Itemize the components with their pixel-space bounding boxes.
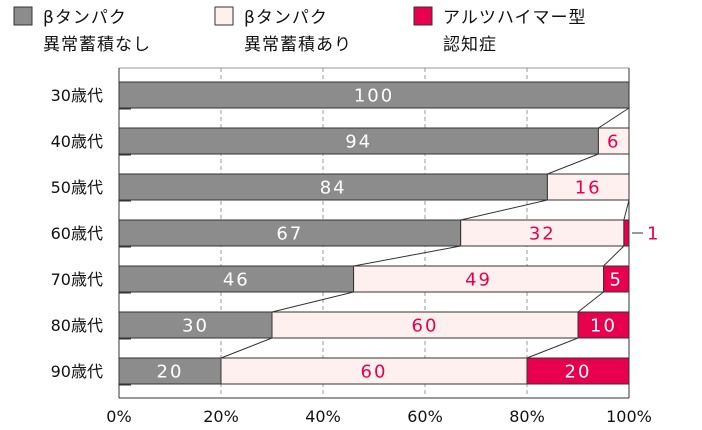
- value-label: 20: [157, 362, 184, 383]
- value-label: 1: [647, 224, 660, 245]
- bar-segment: [597, 127, 630, 155]
- category-label: 70歳代: [51, 270, 103, 289]
- x-tick-label: 20%: [203, 407, 239, 426]
- legend-label: 認知症: [443, 35, 497, 55]
- category-label: 60歳代: [51, 224, 103, 243]
- bar-segment: [603, 265, 630, 293]
- connector-lines: [220, 107, 630, 359]
- legend-label: βタンパク: [43, 8, 127, 28]
- category-label: 90歳代: [51, 362, 103, 381]
- connector-line: [460, 199, 548, 221]
- connector-line: [353, 245, 461, 267]
- value-label: 49: [465, 270, 492, 291]
- value-label: 20: [565, 362, 592, 383]
- value-label: 6: [607, 132, 620, 153]
- legend-swatch: [13, 6, 33, 26]
- legend-label: βタンパク: [244, 8, 328, 28]
- legend-swatch: [413, 6, 433, 26]
- bar-segment: [118, 265, 355, 293]
- connector-line: [598, 107, 630, 129]
- value-label: 10: [590, 316, 617, 337]
- legend-swatch: [214, 6, 234, 26]
- x-tick-label: 100%: [606, 407, 652, 426]
- bar-segment: [353, 265, 604, 293]
- category-label: 40歳代: [51, 132, 103, 151]
- bars: 100 94 6 84 16 67 32 1 46 49 5 30 60 10 20 60 20: [118, 81, 660, 385]
- grid-lines: [118, 67, 630, 399]
- value-label: 60: [361, 362, 388, 383]
- x-axis-ticks: 0% 20% 40% 60% 80% 100%: [106, 407, 652, 426]
- bar-segment: [118, 81, 630, 109]
- value-label: 84: [320, 178, 347, 199]
- value-label: 32: [529, 224, 556, 245]
- bar-segment: [546, 173, 630, 201]
- value-label: 100: [354, 86, 394, 107]
- category-labels: 30歳代 40歳代 50歳代 60歳代 70歳代 80歳代 90歳代: [51, 86, 103, 381]
- bar-segment: [118, 357, 222, 385]
- value-label: 67: [276, 224, 303, 245]
- legend-label: 異常蓄積なし: [43, 35, 151, 55]
- x-tick-label: 40%: [305, 407, 341, 426]
- category-label: 50歳代: [51, 178, 103, 197]
- bar-segment: [460, 219, 625, 247]
- value-label: 16: [575, 178, 602, 199]
- value-label: 94: [345, 132, 372, 153]
- bar-segment: [623, 219, 630, 247]
- connector-line: [220, 337, 273, 359]
- bar-segment: [526, 357, 630, 385]
- category-label: 30歳代: [51, 86, 103, 105]
- connector-line: [603, 245, 625, 267]
- connector-line: [623, 199, 630, 221]
- value-label: 5: [610, 270, 623, 291]
- x-tick-label: 80%: [509, 407, 545, 426]
- connector-line: [526, 337, 579, 359]
- x-tick-label: 60%: [407, 407, 443, 426]
- legend-label: 異常蓄積あり: [244, 35, 352, 55]
- bar-segment: [577, 311, 630, 339]
- category-label: 80歳代: [51, 316, 103, 335]
- value-label: 46: [223, 270, 250, 291]
- connector-line: [577, 291, 604, 313]
- value-label: 30: [182, 316, 209, 337]
- legend-label: アルツハイマー型: [443, 8, 587, 28]
- value-label: 60: [412, 316, 439, 337]
- x-tick-label: 0%: [106, 407, 131, 426]
- connector-line: [271, 291, 354, 313]
- connector-line: [547, 153, 599, 175]
